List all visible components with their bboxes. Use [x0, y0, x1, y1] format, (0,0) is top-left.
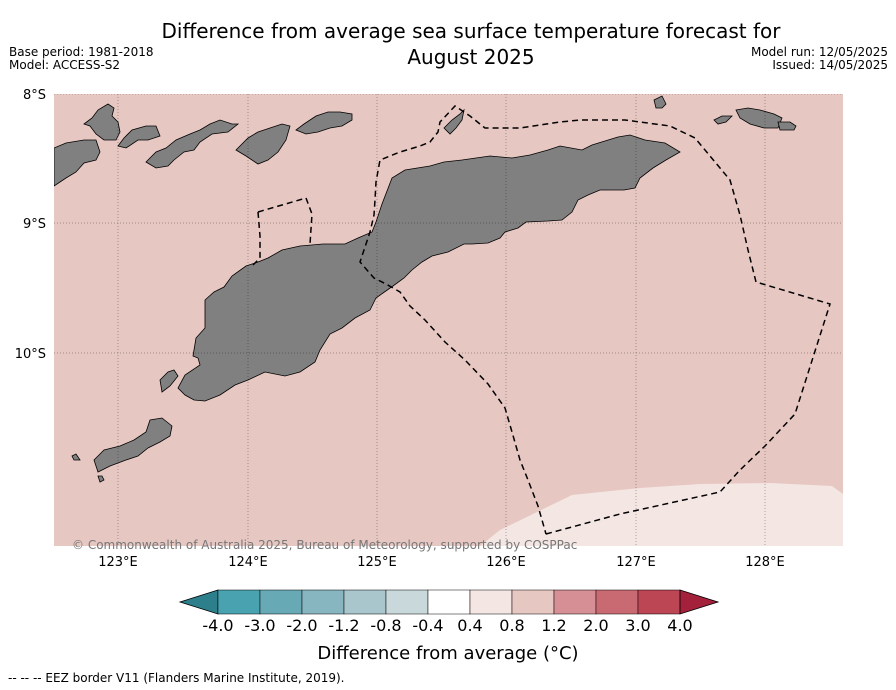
alor-island — [54, 139, 101, 187]
base-period: Base period: 1981-2018 — [9, 45, 154, 59]
leti-island — [443, 108, 465, 135]
model-run: Model run: 12/05/2025 — [750, 45, 888, 59]
semau-island — [159, 369, 179, 393]
colorbar-tick-label: -4.0 — [202, 616, 233, 635]
graticule — [54, 94, 843, 546]
colorbar-tick-label: -2.0 — [286, 616, 317, 635]
lat-label-10s: 10°S — [15, 347, 46, 362]
sea-anomaly-0-4-to-0-8 — [480, 483, 843, 546]
wetar-island — [145, 119, 240, 169]
colorbar-bin — [343, 589, 387, 615]
colorbar-bin — [595, 589, 639, 615]
wetar-west-island — [117, 125, 161, 149]
chart-title-line2: August 2025 — [407, 45, 535, 69]
ndao-islet-2 — [97, 475, 105, 483]
colorbar-extend-low — [178, 589, 219, 615]
colorbar-tick-label: -1.2 — [328, 616, 359, 635]
colorbar-tick-label: 0.4 — [457, 616, 482, 635]
lon-label-128e: 128°E — [745, 555, 785, 570]
colorbar-tick-label: 1.2 — [541, 616, 566, 635]
colorbar-bin — [469, 589, 513, 615]
issued-date: Issued: 14/05/2025 — [772, 58, 888, 72]
damar-islet — [653, 95, 667, 109]
colorbar-extend-high — [679, 589, 720, 615]
colorbar: -4.0 -3.0 -2.0 -1.2 -0.8 -0.4 0.4 0.8 1.2 2.0 3.0 4… — [178, 589, 720, 635]
colorbar-bin — [301, 589, 345, 615]
legend-eez-note: -- -- -- EEZ border V11 (Flanders Marine… — [8, 671, 345, 685]
colorbar-bin — [427, 589, 471, 615]
colorbar-bin — [259, 589, 303, 615]
lat-label-8s: 8°S — [23, 88, 46, 103]
colorbar-tick-label: -0.8 — [370, 616, 401, 635]
colorbar-bin — [637, 589, 681, 615]
colorbar-tick-label: -3.0 — [244, 616, 275, 635]
model-name: Model: ACCESS-S2 — [9, 58, 121, 72]
lat-label-9s: 9°S — [23, 217, 46, 232]
romang-island — [295, 111, 353, 135]
eez-border-segment-2 — [257, 197, 313, 245]
chart-title: Difference from average sea surface temp… — [0, 18, 896, 70]
eez-border-segment — [251, 211, 261, 267]
kisar-island — [235, 123, 291, 165]
colorbar-tick-label: 4.0 — [667, 616, 692, 635]
colorbar-title: Difference from average (°C) — [317, 643, 578, 664]
colorbar-bin — [553, 589, 597, 615]
meta-right: Model run: 12/05/2025 Issued: 14/05/2025 — [751, 46, 888, 72]
lon-label-123e: 123°E — [98, 555, 138, 570]
colorbar-tick-label: 2.0 — [583, 616, 608, 635]
colorbar-bin — [385, 589, 429, 615]
lon-label-124e: 124°E — [228, 555, 268, 570]
lon-label-126e: 126°E — [486, 555, 526, 570]
map-panel — [54, 94, 843, 546]
lon-label-125e: 125°E — [357, 555, 397, 570]
tiny-islet-east — [713, 115, 733, 125]
meta-left: Base period: 1981-2018 Model: ACCESS-S2 — [9, 46, 154, 72]
lon-label-127e: 127°E — [616, 555, 656, 570]
colorbar-bin — [217, 589, 261, 615]
babar-islet — [777, 121, 797, 131]
copyright-text: © Commonwealth of Australia 2025, Bureau… — [72, 538, 577, 552]
colorbar-tick-label: -0.4 — [412, 616, 443, 635]
colorbar-bin — [511, 589, 555, 615]
timor-island — [177, 134, 681, 402]
ndao-islet — [71, 453, 81, 461]
colorbar-tick-label: 3.0 — [625, 616, 650, 635]
eez-border — [359, 105, 831, 535]
colorbar-tick-label: 0.8 — [499, 616, 524, 635]
chart-title-line1: Difference from average sea surface temp… — [161, 19, 781, 43]
